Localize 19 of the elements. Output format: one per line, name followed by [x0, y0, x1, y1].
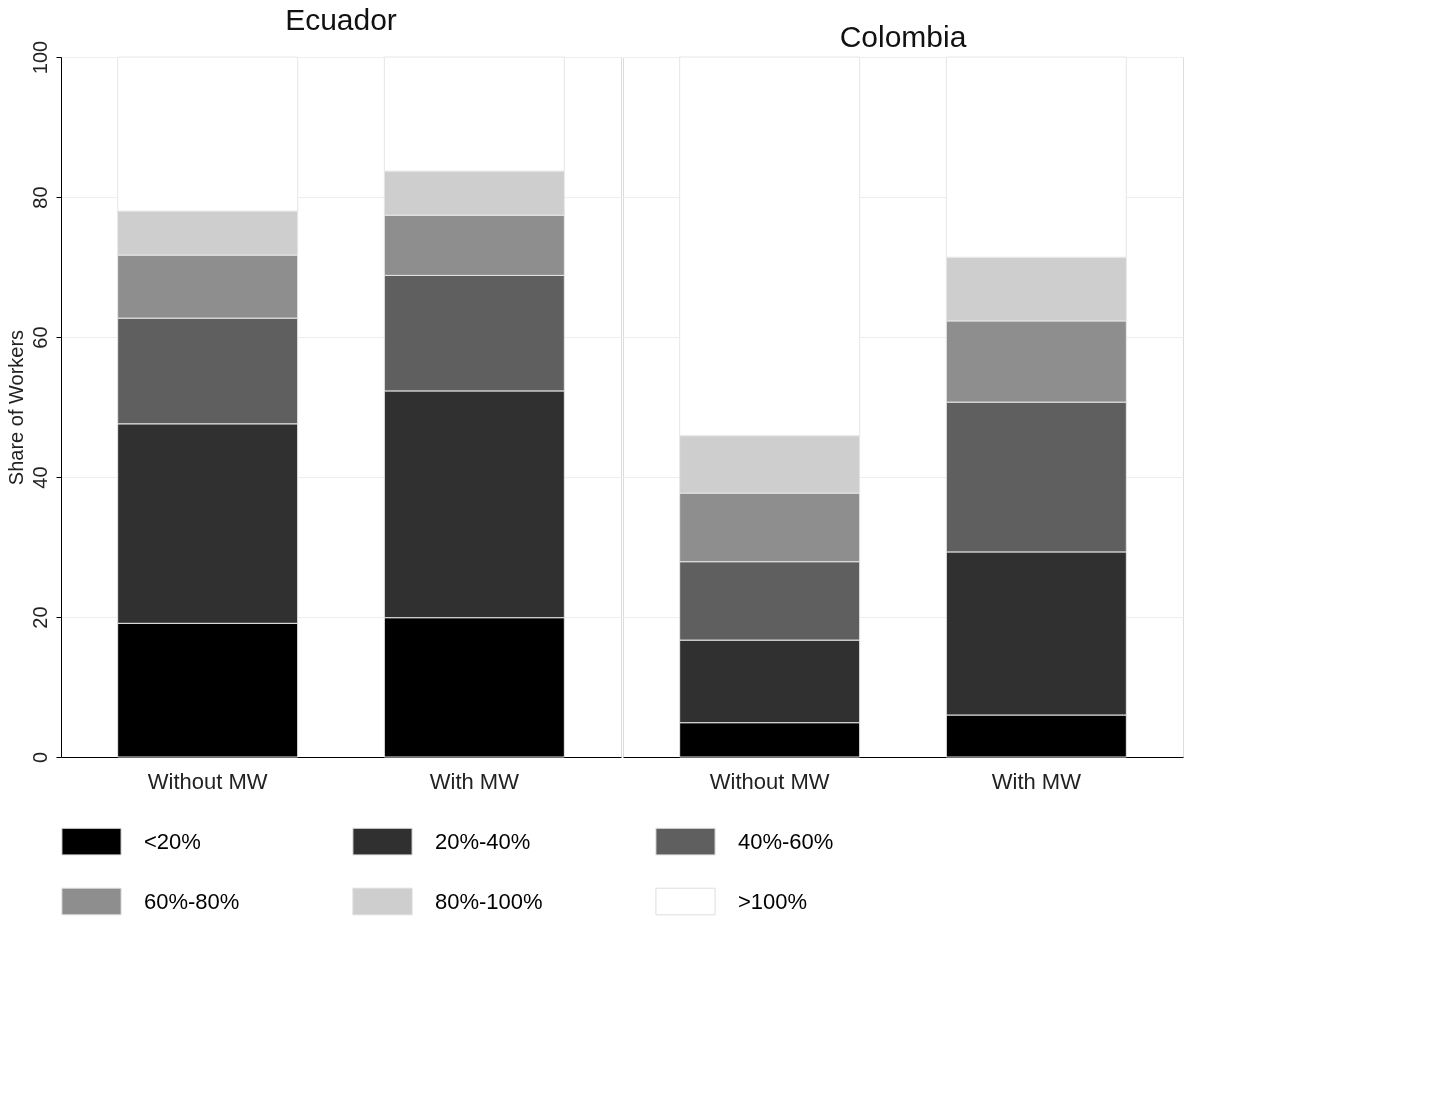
chart-title: Ecuador — [285, 3, 397, 37]
y-tick-label: 20 — [28, 606, 51, 629]
y-tick-label: 40 — [28, 466, 51, 489]
legend-label: <20% — [144, 828, 201, 854]
chart-title: Colombia — [839, 19, 967, 53]
y-tick-label: 60 — [28, 326, 51, 349]
y-tick-label: 80 — [28, 186, 51, 209]
legend-label: >100% — [738, 888, 808, 914]
legend-label: 80%-100% — [435, 888, 543, 914]
legend-label: 20%-40% — [435, 828, 531, 854]
y-tick-label: 0 — [28, 751, 51, 764]
legend-label: 60%-80% — [144, 888, 240, 914]
x-tick-label: Without MW — [147, 768, 268, 794]
x-tick-label: With MW — [991, 768, 1082, 794]
x-tick-label: With MW — [429, 768, 520, 794]
y-axis-title: Share of Workers — [4, 329, 27, 486]
x-tick-label: Without MW — [709, 768, 830, 794]
legend-label: 40%-60% — [738, 828, 834, 854]
y-tick-label: 100 — [28, 40, 51, 75]
